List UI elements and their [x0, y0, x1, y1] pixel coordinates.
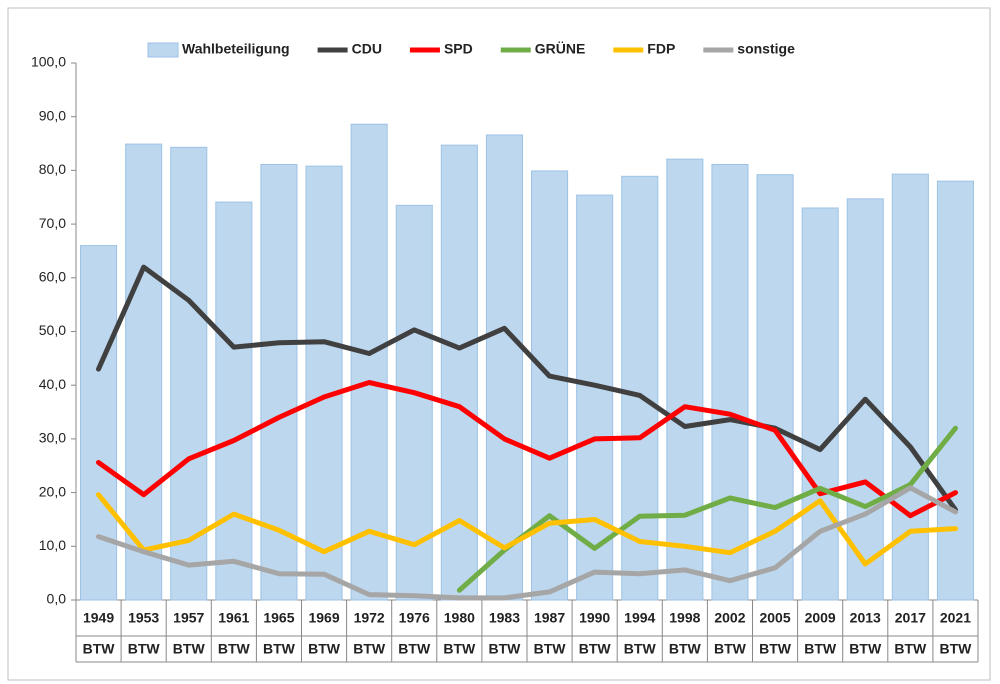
x-sublabel: BTW	[894, 641, 927, 657]
x-sublabel: BTW	[83, 641, 116, 657]
x-sublabel: BTW	[398, 641, 431, 657]
bar	[125, 143, 163, 601]
x-tick-label: 1980	[444, 610, 475, 626]
x-tick-label: 1972	[354, 610, 385, 626]
x-tick-label: 2009	[805, 610, 836, 626]
x-sublabel: BTW	[804, 641, 837, 657]
y-tick-label: 90,0	[39, 107, 66, 123]
x-tick-label: 2017	[895, 610, 926, 626]
bar	[170, 146, 208, 601]
x-tick-label: 2002	[714, 610, 745, 626]
legend-label: GRÜNE	[535, 41, 586, 57]
x-sublabel: BTW	[353, 641, 386, 657]
bar	[350, 123, 388, 601]
legend-swatch	[147, 42, 179, 58]
y-tick-label: 10,0	[39, 537, 66, 553]
legend-label: sonstige	[737, 41, 795, 57]
y-tick-label: 80,0	[39, 161, 66, 177]
bar	[215, 201, 253, 601]
x-tick-label: 1990	[579, 610, 610, 626]
x-tick-label: 1957	[173, 610, 204, 626]
x-sublabel: BTW	[218, 641, 251, 657]
line	[456, 425, 958, 593]
legend-label: CDU	[352, 41, 382, 57]
x-sublabel: BTW	[173, 641, 206, 657]
y-tick-label: 30,0	[39, 430, 66, 446]
legend-label: FDP	[647, 41, 675, 57]
x-sublabel: BTW	[443, 641, 476, 657]
bar	[531, 170, 569, 601]
bar	[576, 194, 614, 601]
x-sublabel: BTW	[940, 641, 973, 657]
line	[96, 380, 958, 519]
y-tick-label: 20,0	[39, 483, 66, 499]
x-tick-label: 2021	[940, 610, 971, 626]
y-tick-label: 100,0	[31, 54, 66, 70]
x-tick-label: 1994	[624, 610, 655, 626]
x-tick-label: 1998	[669, 610, 700, 626]
x-tick-label: 1949	[83, 610, 114, 626]
bar	[801, 207, 839, 601]
bar	[395, 204, 433, 601]
bar	[936, 180, 974, 601]
line	[96, 485, 958, 601]
bar	[80, 245, 118, 601]
x-tick-label: 1953	[128, 610, 159, 626]
x-tick-label: 1983	[489, 610, 520, 626]
bar	[621, 175, 659, 601]
y-tick-label: 60,0	[39, 269, 66, 285]
x-tick-label: 2013	[850, 610, 881, 626]
bar	[666, 158, 704, 601]
x-sublabel: BTW	[849, 641, 882, 657]
y-tick-label: 40,0	[39, 376, 66, 392]
y-tick-label: 0,0	[47, 591, 67, 607]
bar	[440, 144, 478, 601]
legend-label: SPD	[444, 41, 473, 57]
x-sublabel: BTW	[308, 641, 341, 657]
x-sublabel: BTW	[128, 641, 161, 657]
x-tick-label: 2005	[759, 610, 790, 626]
x-sublabel: BTW	[263, 641, 296, 657]
x-sublabel: BTW	[489, 641, 522, 657]
x-sublabel: BTW	[579, 641, 612, 657]
x-tick-label: 1987	[534, 610, 565, 626]
x-tick-label: 1965	[263, 610, 294, 626]
x-sublabel: BTW	[759, 641, 792, 657]
bar	[711, 163, 749, 601]
x-tick-label: 1961	[218, 610, 249, 626]
x-sublabel: BTW	[624, 641, 657, 657]
y-tick-label: 70,0	[39, 215, 66, 231]
x-sublabel: BTW	[714, 641, 747, 657]
x-sublabel: BTW	[534, 641, 567, 657]
legend-label: Wahlbeteiligung	[182, 41, 290, 57]
x-tick-label: 1969	[308, 610, 339, 626]
line	[96, 264, 958, 513]
bar	[485, 134, 523, 601]
bar	[305, 165, 343, 601]
y-tick-label: 50,0	[39, 322, 66, 338]
x-sublabel: BTW	[669, 641, 702, 657]
x-tick-label: 1976	[399, 610, 430, 626]
line	[96, 492, 958, 567]
bar	[891, 173, 929, 601]
